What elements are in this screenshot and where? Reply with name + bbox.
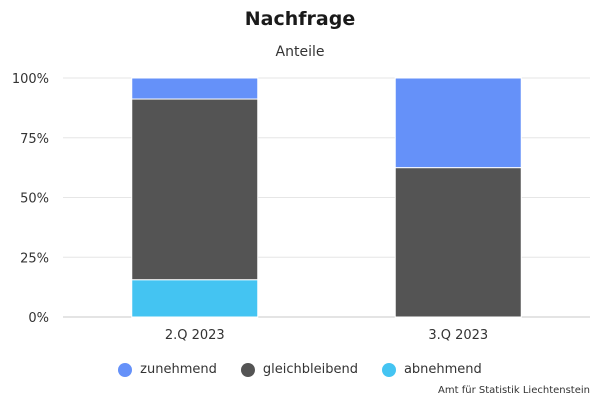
bar-segment-zunehmend[interactable] [131,77,259,100]
bar-segment-gleichbleibend[interactable] [131,98,259,281]
legend-swatch [381,362,396,377]
bar-segment-zunehmend[interactable] [394,77,522,169]
x-tick-label: 2.Q 2023 [165,328,225,343]
bar-segment-gleichbleibend[interactable] [394,167,522,318]
legend-item-zunehmend[interactable]: zunehmend [118,362,217,377]
bar-segment-abnehmend[interactable] [131,279,259,318]
y-tick-label: 50% [20,192,49,207]
source-credit: Amt für Statistik Liechtenstein [438,385,590,396]
legend: zunehmend gleichbleibend abnehmend [0,362,600,377]
legend-label: gleichbleibend [262,362,358,377]
legend-item-gleichbleibend[interactable]: gleichbleibend [240,362,358,377]
legend-label: abnehmend [403,362,482,377]
legend-swatch [118,362,133,377]
y-tick-label: 75% [20,132,49,147]
x-tick-label: 3.Q 2023 [428,328,488,343]
chart-title: Nachfrage [244,8,356,30]
legend-swatch [240,362,255,377]
legend-label: zunehmend [140,362,217,377]
legend-item-abnehmend[interactable]: abnehmend [381,362,482,377]
y-tick-label: 100% [12,72,49,87]
chart-subtitle: Anteile [275,44,325,60]
y-tick-label: 0% [28,311,49,326]
y-tick-label: 25% [20,251,49,266]
